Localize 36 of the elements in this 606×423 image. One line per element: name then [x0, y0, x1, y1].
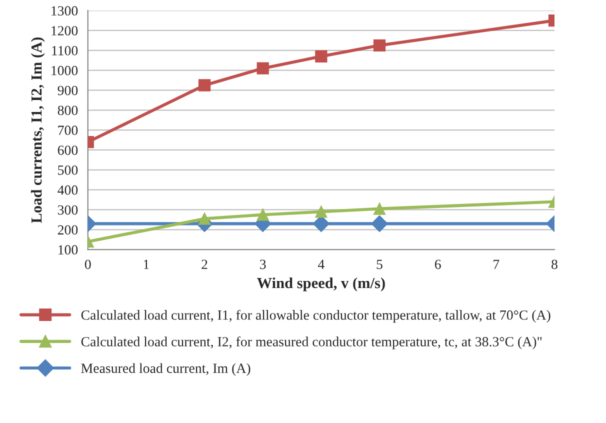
point	[256, 62, 269, 74]
y-tick-label: 500	[58, 165, 78, 175]
y-tick-label: 600	[58, 146, 78, 155]
y-tick-label: 1200	[52, 26, 78, 36]
y-tick-label: 900	[58, 86, 78, 96]
point	[373, 39, 386, 52]
y-axis-title: Load currents, I1, I2, Im (A)	[30, 38, 45, 224]
y-tick-label: 1100	[52, 46, 78, 56]
point	[373, 202, 386, 215]
y-tick-label: 200	[58, 225, 78, 235]
y-tick-label: 400	[58, 185, 78, 195]
x-tick-label: 4	[318, 260, 324, 269]
x-tick-label: 3	[260, 260, 266, 270]
x-tick-label: 0	[84, 260, 91, 270]
legend-label: Calculated load current, I1, for allowable conductor temperature, tallow, at 70°C (A)	[81, 310, 550, 323]
y-tick-label: 800	[58, 106, 78, 116]
x-tick-label: 5	[376, 260, 382, 270]
point	[315, 50, 328, 62]
y-tick-label: 1000	[52, 66, 78, 76]
legend-label: Calculated load current, I2, for measured conductor temperature, tc, at 38.3°C (A)"	[81, 336, 542, 350]
y-tick-label: 700	[58, 126, 78, 136]
point	[198, 212, 211, 225]
x-tick-label: 6	[434, 260, 441, 270]
x-tick-label: 2	[202, 260, 208, 269]
y-tick-label: 1300	[52, 6, 78, 16]
x-tick-label: 1	[144, 260, 149, 269]
y-tick-label: 100	[58, 245, 78, 255]
point	[256, 208, 269, 221]
x-tick-label: 7	[494, 260, 500, 269]
y-tick-label: 300	[58, 205, 78, 215]
x-tick-label: 8	[552, 260, 558, 270]
x-axis-title: Wind speed, v (m/s)	[257, 277, 385, 292]
point	[198, 79, 211, 92]
legend-label: Measured load current, Im (A)	[81, 363, 250, 376]
point	[315, 206, 328, 218]
point	[371, 215, 388, 232]
